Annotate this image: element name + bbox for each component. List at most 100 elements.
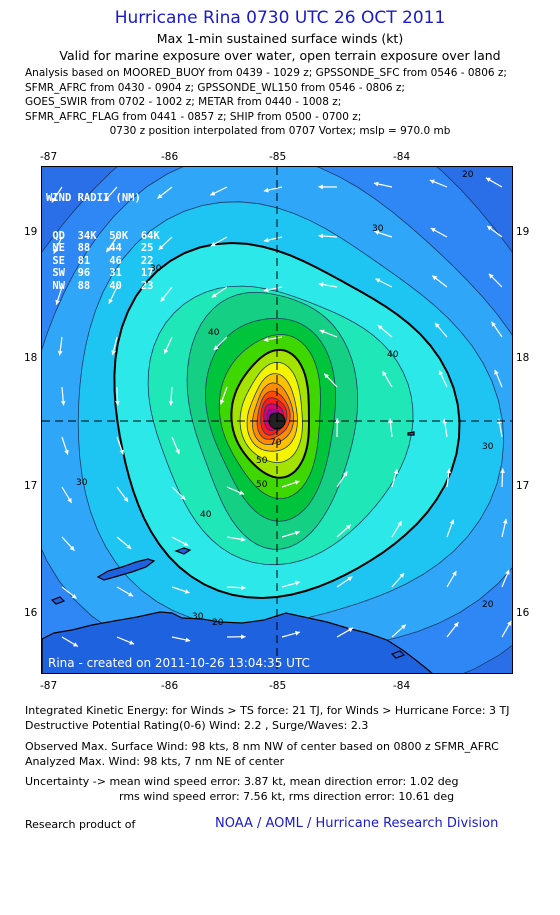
wind-vector-head [318, 233, 323, 239]
wind-vector-head [111, 350, 116, 355]
wind-vector-head [374, 230, 380, 235]
wind-vector-head [184, 589, 190, 594]
lat-tick-right: 18 [516, 352, 530, 364]
wind-radii-title: WIND RADII (NM) [46, 192, 141, 204]
contour-label: 40 [208, 328, 220, 338]
wind-vector-head [348, 627, 354, 633]
wind-vector-head [180, 495, 186, 500]
wind-vector-head [502, 518, 508, 524]
analysis-line: SFMR_AFRC from 0430 - 0904 z; GPSSONDE_W… [25, 81, 405, 94]
wind-vector-head [342, 471, 348, 477]
wind-vector-head [210, 241, 216, 247]
wind-vector-head [55, 299, 60, 305]
wind-vector-head [294, 480, 300, 485]
wind-vector-head [72, 642, 78, 647]
wind-vector-head [373, 181, 379, 187]
contour-label: 30 [372, 224, 384, 234]
wind-vector-head [168, 401, 174, 406]
wind-vector-head [429, 179, 435, 184]
wind-vector-head [488, 273, 494, 279]
wind-vector-head [53, 248, 58, 254]
wind-vector-head [126, 544, 132, 549]
wind-vector-head [67, 497, 72, 503]
wind-vector-head [60, 400, 66, 406]
roatan-island [96, 558, 156, 581]
wind-vector-head [400, 624, 406, 630]
wind-vector-head [487, 225, 493, 231]
wind-vector-head [397, 521, 402, 527]
wind-vector-head [399, 573, 405, 578]
analysis-sources: Analysis based on MOORED_BUOY from 0439 … [25, 66, 507, 124]
wind-vector-head [295, 630, 300, 636]
analysis-line: GOES_SWIR from 0702 - 1002 z; METAR from… [25, 96, 342, 108]
wind-vector-head [430, 228, 436, 233]
contour-label: 20 [482, 600, 494, 610]
observed-max-wind: Observed Max. Surface Wind: 98 kts, 8 nm… [25, 740, 499, 753]
uncertainty-rms: rms wind speed error: 7.56 kt, rms direc… [119, 790, 455, 803]
reference-lines [42, 167, 512, 673]
wind-vector-head [485, 177, 491, 182]
wind-vector-head [241, 585, 246, 591]
wind-vector-head [158, 245, 164, 250]
contour-label: 30 [482, 442, 494, 452]
wind-vector-head [115, 401, 120, 406]
wind-vector-head [71, 593, 77, 599]
wind-vector-head [435, 322, 440, 328]
wind-vector-head [160, 296, 166, 302]
wind-vector-head [51, 197, 57, 203]
wind-vector-head [505, 569, 510, 575]
wind-vector-head [446, 468, 452, 474]
wind-radii-row: SE 81 46 22 [46, 254, 154, 267]
wind-vector-head [452, 571, 457, 576]
wind-vector-head [324, 373, 329, 379]
wind-vector-head [294, 530, 300, 536]
wind-vector-head [319, 329, 325, 334]
lat-tick-left: 19 [24, 226, 38, 238]
wind-field-map: 30 30 30 30 30 40 40 40 50 50 70 20 20 20 WIND RADII … [41, 166, 513, 674]
wind-vector-head [106, 247, 111, 253]
wind-vector-head [69, 545, 75, 551]
wind-vector-head [175, 449, 180, 455]
wind-vector-head [219, 399, 225, 405]
wind-vector-head [507, 620, 512, 626]
wind-vector-head [318, 282, 324, 287]
wind-vector-head [393, 469, 399, 474]
wind-vector-head [375, 278, 381, 283]
mosquitia-cays [390, 650, 406, 659]
map-subtitle: Max 1-min sustained surface winds (kt) [156, 31, 404, 46]
lon-tick-bottom: -85 [269, 680, 287, 692]
wind-vector-head [494, 369, 499, 375]
lon-tick-top: -86 [161, 151, 179, 163]
lon-tick-bottom: -87 [40, 680, 58, 692]
lon-tick-top: -85 [269, 151, 287, 163]
wind-speed-bands [42, 167, 512, 673]
wind-vector-head [263, 187, 269, 193]
lon-tick-bottom: -84 [393, 680, 411, 692]
wind-vector-head [239, 490, 245, 495]
wind-vector-head [432, 275, 438, 281]
wind-vector-head [185, 637, 191, 643]
created-stamp: Rina - created on 2011-10-26 13:04:35 UT… [48, 656, 310, 670]
wind-vector-head [157, 193, 163, 199]
contour-label: 50 [256, 480, 268, 490]
wind-vector-head [240, 536, 246, 542]
lon-tick-top: -84 [393, 151, 411, 163]
wind-vector-head [108, 298, 113, 304]
wind-vectors [51, 177, 512, 648]
wind-vector-head [57, 350, 63, 356]
lon-tick-top: -87 [40, 151, 58, 163]
exposure-note: Valid for marine exposure over water, op… [59, 48, 501, 63]
analysis-line: SFMR_AFRC_FLAG from 0441 - 0857 z; SHIP … [25, 110, 362, 123]
analysis-line: Analysis based on MOORED_BUOY from 0439 … [25, 67, 507, 79]
lat-tick-right: 19 [516, 226, 530, 238]
wind-vector-head [210, 191, 216, 196]
wind-vector-head [491, 321, 496, 327]
lat-tick-left: 16 [24, 607, 38, 619]
noaa-link[interactable]: NOAA / AOML / Hurricane Research Divisio… [215, 816, 499, 831]
wind-vector-head [213, 345, 219, 351]
wind-vector-head [129, 640, 135, 645]
wind-vector-head [388, 418, 393, 424]
contour-label: 30 [76, 478, 88, 488]
